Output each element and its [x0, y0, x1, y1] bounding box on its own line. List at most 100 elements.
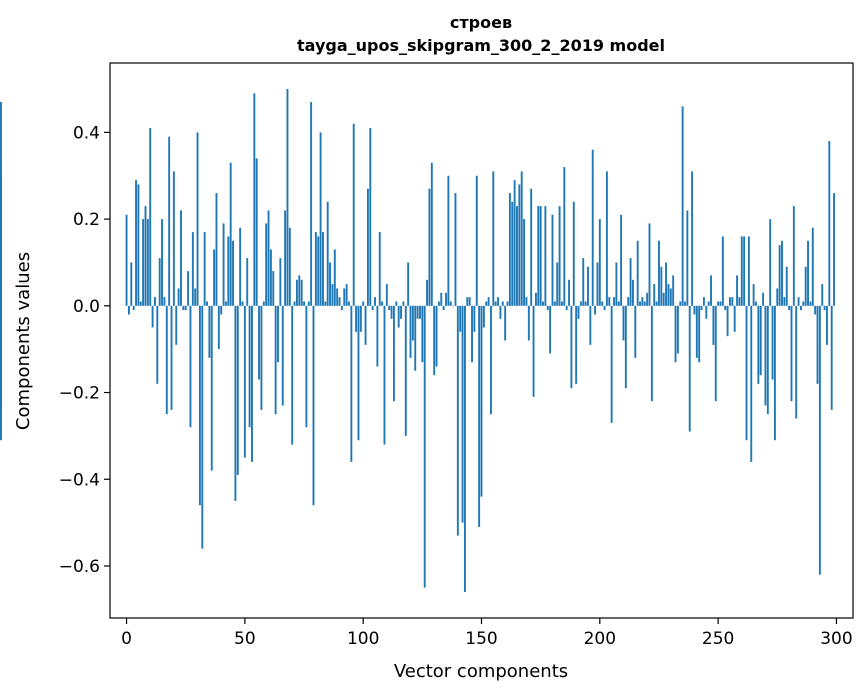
x-tick-label: 250	[702, 629, 734, 649]
bar-162	[508, 193, 511, 306]
bar-176	[542, 301, 544, 306]
bar-33	[203, 232, 206, 306]
bar-169	[525, 297, 528, 306]
bar-180	[551, 214, 554, 306]
bar-111	[388, 305, 391, 311]
bar-25	[184, 305, 187, 311]
bar-26	[187, 271, 190, 306]
bar-232	[674, 305, 677, 363]
bar-260	[740, 236, 743, 306]
bar-173	[534, 292, 537, 306]
bar-207	[615, 262, 618, 306]
bar-274	[773, 305, 776, 441]
bar-199	[596, 262, 599, 306]
bar-196	[589, 305, 592, 345]
bar-148	[475, 175, 478, 306]
bar-65	[279, 258, 282, 306]
bar-204	[608, 297, 611, 306]
bar-79	[312, 305, 315, 506]
bar-50	[243, 305, 246, 458]
bar-289	[809, 301, 812, 306]
bar-151	[482, 305, 485, 328]
bar-294	[821, 284, 824, 306]
bar-262	[745, 305, 748, 441]
bar-150	[480, 305, 483, 497]
bar-77	[307, 301, 310, 306]
bars-group	[0, 89, 836, 592]
bar-20	[172, 171, 175, 306]
bar-95	[350, 305, 353, 462]
bar-99	[359, 305, 362, 332]
bar-243	[700, 305, 703, 311]
bar-293	[818, 305, 821, 575]
bar-96	[352, 123, 355, 306]
y-axis-label: Components values	[13, 252, 34, 430]
bar-116	[400, 305, 402, 319]
bar-124	[419, 305, 421, 319]
bar-40	[220, 305, 223, 315]
bar-62	[272, 271, 275, 306]
bar-119	[407, 262, 410, 306]
bar-133	[440, 292, 443, 306]
bar-268	[759, 305, 762, 376]
bar-179	[549, 305, 552, 354]
bar-87	[331, 284, 334, 306]
bar-236	[684, 301, 686, 306]
bar-221	[648, 223, 651, 306]
bar-142	[461, 305, 464, 523]
bar-213	[629, 258, 632, 306]
bar-277	[781, 240, 783, 306]
bar-129	[430, 162, 433, 306]
bar-210	[622, 305, 625, 341]
bar-85	[326, 201, 329, 306]
bar-235	[681, 106, 684, 306]
bar-285	[800, 305, 802, 311]
x-axis-label: Vector components	[394, 661, 568, 682]
bar-30	[196, 132, 199, 306]
bar-240	[693, 305, 696, 315]
bar-182	[556, 262, 559, 306]
bar-279	[785, 266, 788, 306]
bar-11	[151, 305, 154, 328]
bar-81	[317, 236, 320, 306]
bar-248	[712, 305, 715, 345]
bar-115	[397, 305, 400, 328]
x-tick-label: 200	[584, 629, 616, 649]
bar-1	[127, 305, 130, 315]
bar-233	[676, 305, 679, 354]
bar-93	[345, 284, 348, 306]
bar-200	[598, 219, 601, 306]
bar-227	[662, 292, 665, 306]
bar-266	[755, 301, 757, 306]
bar-197	[591, 149, 594, 306]
bar-137	[449, 301, 452, 306]
bar-104	[371, 305, 374, 311]
bar-8	[144, 206, 147, 306]
y-axis-ticks: 0.4 0.2 0.0 −0.2 −0.4 −0.6	[59, 123, 110, 577]
bar-97	[355, 305, 358, 332]
bar-143	[463, 305, 466, 592]
bar-212	[627, 297, 630, 306]
bar-229	[667, 284, 670, 306]
bar-184	[561, 301, 563, 306]
bar-192	[579, 301, 582, 306]
bar-299	[833, 193, 836, 306]
bar-80	[314, 232, 317, 306]
bar-14	[158, 258, 161, 306]
bar-256	[731, 297, 734, 306]
bar-202	[603, 305, 606, 311]
bar-74	[300, 279, 303, 306]
bar-283	[795, 305, 798, 419]
bar-103	[369, 128, 372, 306]
bar-292	[816, 305, 819, 384]
bar-167	[520, 171, 523, 306]
bar-84	[324, 301, 327, 306]
bar-7	[142, 219, 145, 306]
bar-284	[797, 297, 800, 306]
bar-161	[506, 301, 509, 306]
bar-3	[132, 305, 135, 311]
bar-187	[568, 279, 570, 306]
bar-89	[336, 288, 339, 306]
bar-140	[456, 305, 459, 536]
bar-216	[636, 240, 639, 306]
